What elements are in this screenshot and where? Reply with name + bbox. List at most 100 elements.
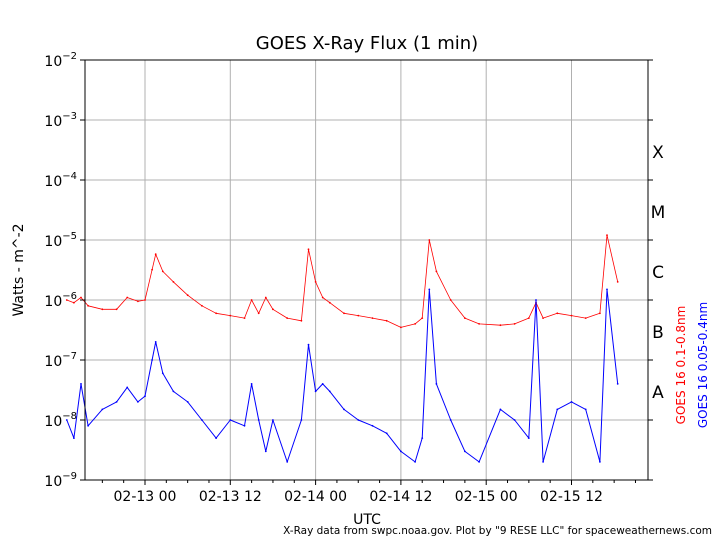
data-point — [328, 301, 331, 304]
data-point — [321, 296, 324, 299]
data-point — [478, 323, 480, 325]
data-point — [414, 461, 416, 463]
data-point — [186, 401, 189, 403]
data-point — [556, 408, 559, 411]
data-point — [314, 281, 317, 283]
grid-lines — [85, 60, 648, 480]
legend: GOES 16 0.1-0.8nm GOES 16 0.05-0.4nm — [674, 302, 710, 428]
data-point — [449, 419, 452, 421]
y-axis-label: Watts - m^-2 — [11, 223, 27, 316]
series-group — [65, 234, 619, 463]
data-point — [343, 312, 345, 315]
x-tick-label: 02-14 00 — [284, 489, 347, 505]
data-point — [400, 450, 402, 453]
data-point — [421, 317, 424, 319]
data-point — [428, 288, 431, 291]
data-point — [286, 461, 289, 463]
data-point — [229, 314, 232, 317]
data-point — [584, 317, 587, 319]
data-point — [172, 281, 175, 283]
data-point — [343, 408, 345, 411]
data-point — [257, 419, 260, 421]
data-point — [65, 299, 68, 301]
data-point — [144, 395, 146, 397]
series-line-short — [66, 288, 619, 463]
flare-class-m: M — [651, 203, 666, 223]
x-tick-label: 02-13 12 — [199, 489, 262, 505]
flare-class-a: A — [652, 383, 664, 403]
data-point — [314, 390, 317, 393]
data-point — [137, 300, 139, 303]
data-point — [73, 437, 75, 439]
data-point — [87, 304, 89, 307]
y-tick-label: 10−5 — [44, 231, 77, 250]
data-point — [161, 270, 164, 273]
data-point — [527, 317, 530, 319]
data-point — [264, 450, 267, 453]
flare-class-c: C — [652, 263, 664, 283]
data-point — [80, 296, 82, 299]
data-point — [328, 390, 331, 393]
data-point — [201, 419, 203, 421]
x-tick-label: 02-15 00 — [455, 489, 518, 505]
x-tick-label: 02-14 12 — [369, 489, 432, 505]
data-point — [435, 383, 438, 385]
data-point — [499, 324, 502, 327]
flare-class-labels: X M C B A — [651, 143, 666, 403]
x-tick-label: 02-13 00 — [114, 489, 177, 505]
data-point — [606, 234, 608, 237]
data-point — [428, 239, 431, 241]
data-point — [584, 408, 587, 411]
data-point — [215, 437, 218, 439]
data-point — [599, 461, 601, 463]
data-point — [272, 308, 274, 311]
data-point — [616, 281, 619, 283]
y-tick-label: 10−8 — [44, 411, 77, 430]
data-point — [186, 294, 189, 297]
data-point — [73, 301, 75, 304]
data-point — [300, 319, 303, 322]
data-point — [126, 296, 129, 299]
data-point — [257, 312, 260, 315]
data-point — [535, 299, 537, 301]
data-point — [570, 314, 573, 317]
x-tick-label: 02-15 12 — [540, 489, 603, 505]
y-axis: 10−2 10−3 10−4 10−5 10−6 10−7 10−8 10−9 — [44, 51, 653, 490]
data-point — [151, 268, 154, 271]
data-point — [542, 461, 544, 463]
data-point — [570, 401, 573, 403]
y-tick-label: 10−4 — [44, 171, 77, 190]
data-point — [385, 319, 388, 322]
data-point — [371, 317, 374, 319]
data-point — [243, 317, 246, 319]
data-point — [421, 437, 424, 439]
data-point — [616, 383, 619, 385]
data-point — [542, 317, 544, 319]
flare-class-x: X — [652, 143, 664, 163]
data-point — [229, 419, 232, 421]
data-point — [414, 323, 416, 325]
data-point — [101, 308, 104, 311]
data-point — [556, 312, 559, 315]
data-point — [357, 419, 360, 421]
data-point — [527, 437, 530, 439]
data-point — [161, 372, 164, 375]
y-tick-label: 10−3 — [44, 111, 77, 130]
legend-entry: GOES 16 0.1-0.8nm — [674, 306, 688, 425]
x-axis-label: UTC — [353, 512, 381, 528]
data-point — [464, 317, 466, 319]
data-point — [215, 312, 218, 315]
data-point — [250, 383, 253, 385]
data-point — [464, 450, 466, 453]
data-point — [599, 312, 601, 315]
data-point — [137, 401, 139, 403]
data-point — [65, 419, 68, 421]
plot-frame — [84, 59, 649, 481]
data-point — [606, 288, 608, 291]
data-point — [307, 248, 310, 251]
y-tick-label: 10−6 — [44, 291, 77, 310]
data-point — [435, 270, 438, 273]
data-point — [499, 408, 502, 411]
data-point — [154, 341, 157, 343]
